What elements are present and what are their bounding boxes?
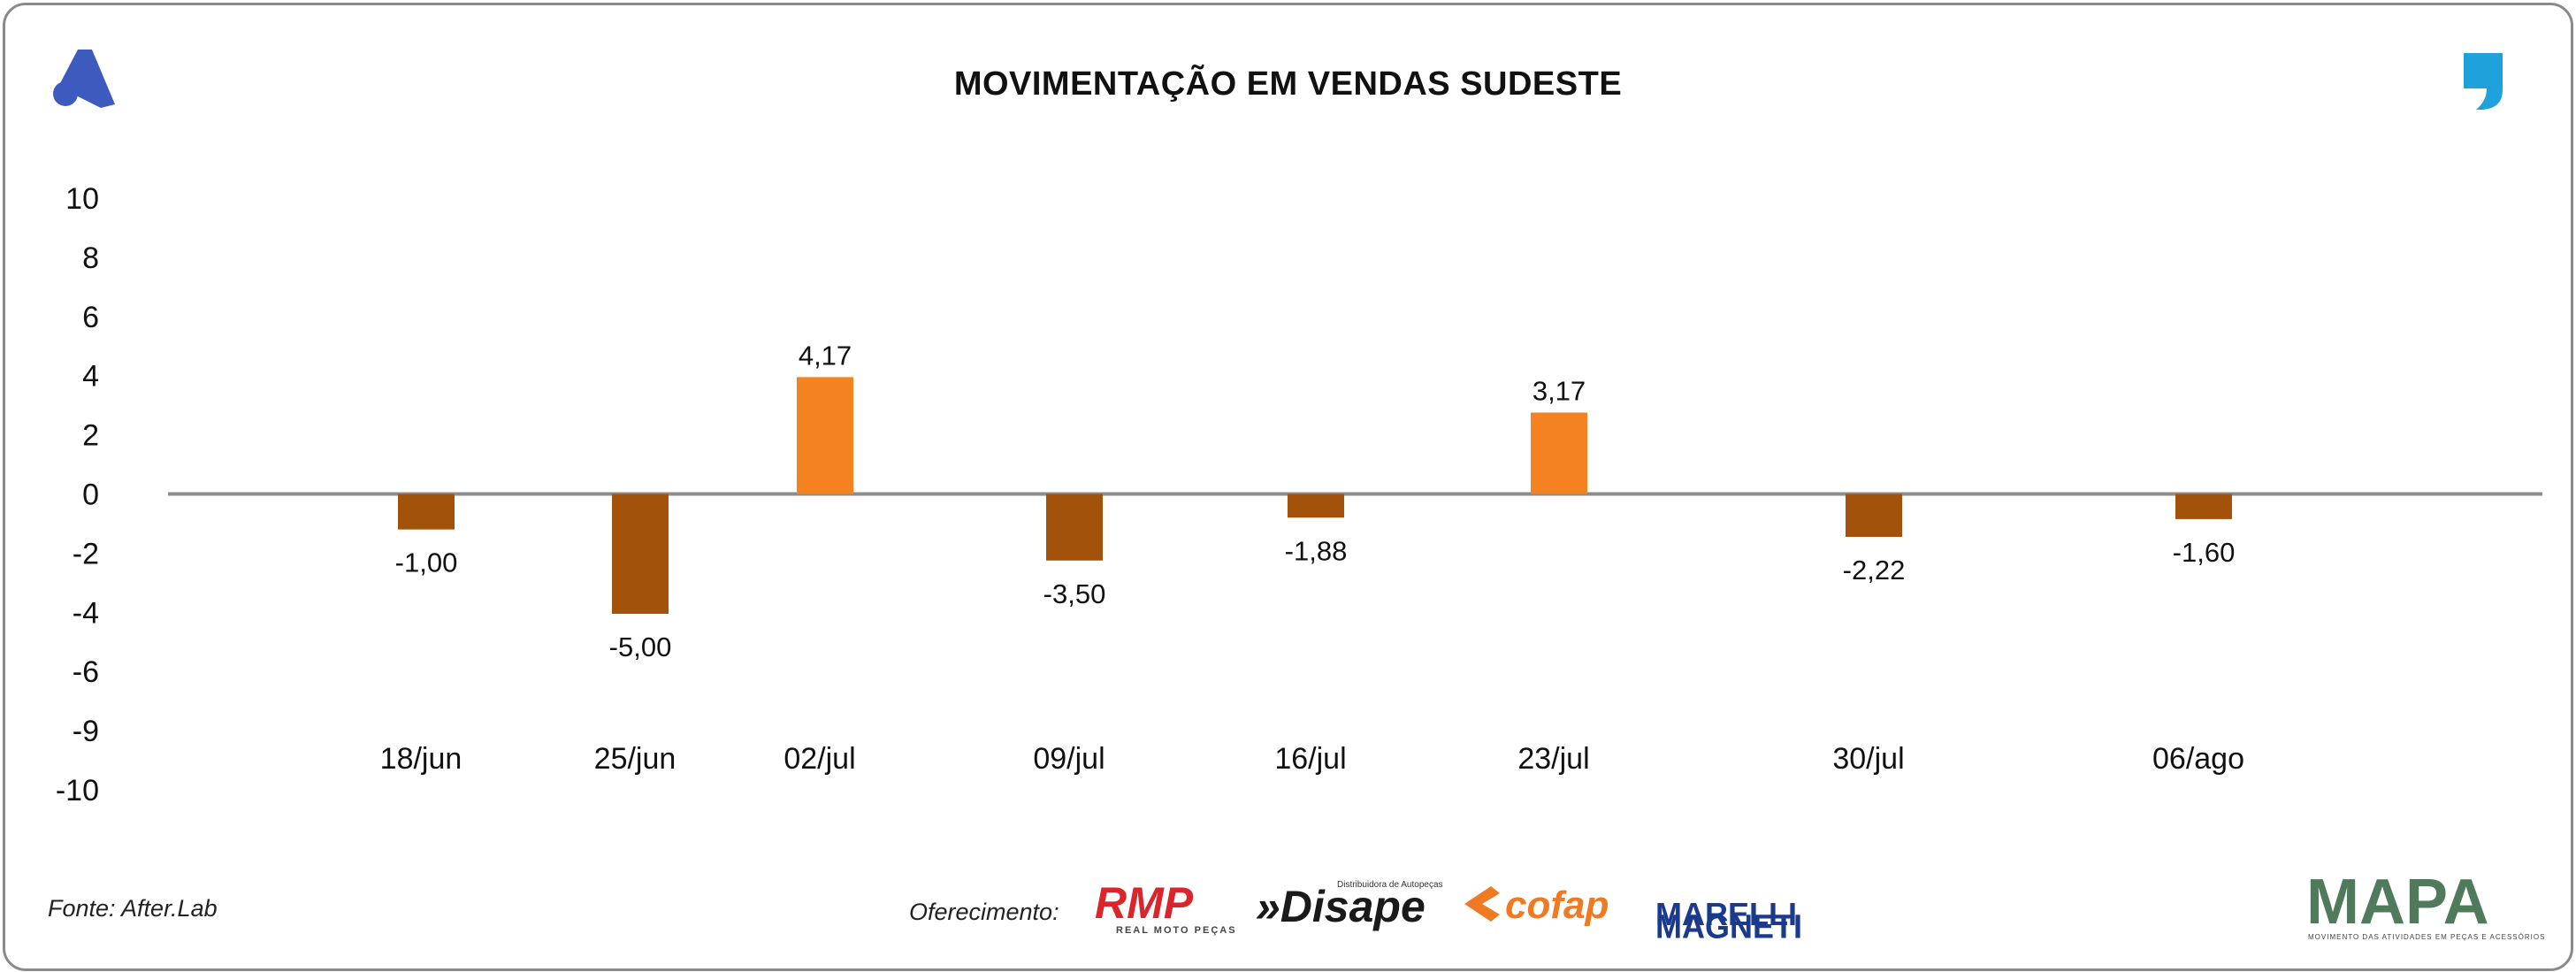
y-tick-label: 6 — [82, 301, 99, 334]
x-tick-label: 16/jul — [1274, 742, 1346, 776]
y-tick-label: 0 — [82, 478, 99, 512]
rmp-logo-text: RMP — [1095, 878, 1194, 928]
data-label: -1,60 — [2173, 537, 2236, 568]
sponsor-label: Oferecimento: — [909, 899, 1059, 925]
after-lab-logo-icon — [53, 50, 115, 108]
magneti-logo-text: MAGNETI — [1655, 908, 1802, 945]
magneti-marelli-logo: MAGNETI MARELLI — [1655, 896, 1802, 945]
bar — [1531, 412, 1587, 494]
bar — [797, 377, 853, 494]
x-tick-label: 09/jul — [1033, 742, 1105, 776]
x-tick-label: 30/jul — [1832, 742, 1904, 776]
y-tick-label: 8 — [82, 241, 99, 275]
x-tick-label: 23/jul — [1517, 742, 1589, 776]
chart-card — [3, 3, 2573, 971]
bar-series: -1,00 -5,00 4,17 -3,50 -1,88 3,17 -2,22 -1,60 — [395, 340, 2236, 662]
disape-logo: Distribuidora de Autopeças »Disape — [1256, 880, 1443, 931]
marelli-logo-text: MARELLI — [1655, 896, 1797, 932]
data-label: -3,50 — [1043, 578, 1106, 609]
rmp-logo: RMP REAL MOTO PEÇAS — [1095, 878, 1237, 936]
y-tick-label: -9 — [73, 715, 99, 748]
x-axis-labels: 18/jun 25/jun 02/jul 09/jul 16/jul 23/jul 30/j… — [380, 742, 2244, 776]
y-tick-label: 4 — [82, 360, 99, 394]
x-tick-label: 18/jun — [380, 742, 462, 776]
disape-logo-tagline: Distribuidora de Autopeças — [1337, 880, 1443, 890]
data-label: -2,22 — [1843, 555, 1906, 585]
bar — [1046, 494, 1103, 561]
quote-mark-icon — [2464, 53, 2503, 110]
mapa-logo-tagline: MOVIMENTO DAS ATIVIDADES EM PEÇAS E ACES… — [2308, 933, 2545, 941]
source-note: Fonte: After.Lab — [48, 895, 218, 922]
y-axis-labels: 10 8 6 4 2 0 -2 -4 -6 -9 -10 — [56, 182, 99, 807]
y-tick-label: -10 — [56, 774, 99, 807]
bar — [2175, 494, 2232, 519]
x-tick-label: 25/jun — [594, 742, 676, 776]
y-tick-label: 10 — [65, 182, 99, 216]
data-label: -1,88 — [1285, 535, 1348, 566]
mapa-logo-text: MAPA — [2306, 867, 2489, 938]
cofap-logo-text: cofap — [1505, 884, 1609, 927]
x-tick-label: 06/ago — [2152, 742, 2244, 776]
bar — [1846, 494, 1902, 538]
data-label: 3,17 — [1533, 376, 1586, 407]
y-tick-label: -4 — [73, 596, 99, 630]
x-tick-label: 02/jul — [784, 742, 855, 776]
y-tick-label: -6 — [73, 655, 99, 689]
y-tick-label: 2 — [82, 419, 99, 453]
bar — [398, 494, 455, 530]
chart-title: MOVIMENTAÇÃO EM VENDAS SUDESTE — [953, 65, 1623, 103]
data-label: 4,17 — [799, 340, 852, 371]
cofap-logo: cofap — [1464, 884, 1609, 927]
data-label: -1,00 — [395, 547, 458, 578]
mapa-logo: MAPA MOVIMENTO DAS ATIVIDADES EM PEÇAS E… — [2306, 867, 2545, 941]
rmp-logo-tagline: REAL MOTO PEÇAS — [1116, 925, 1237, 936]
bar — [1288, 494, 1344, 518]
bar — [612, 494, 669, 614]
y-tick-label: -2 — [73, 537, 99, 570]
disape-logo-text: »Disape — [1256, 882, 1426, 931]
data-label: -5,00 — [609, 631, 672, 662]
